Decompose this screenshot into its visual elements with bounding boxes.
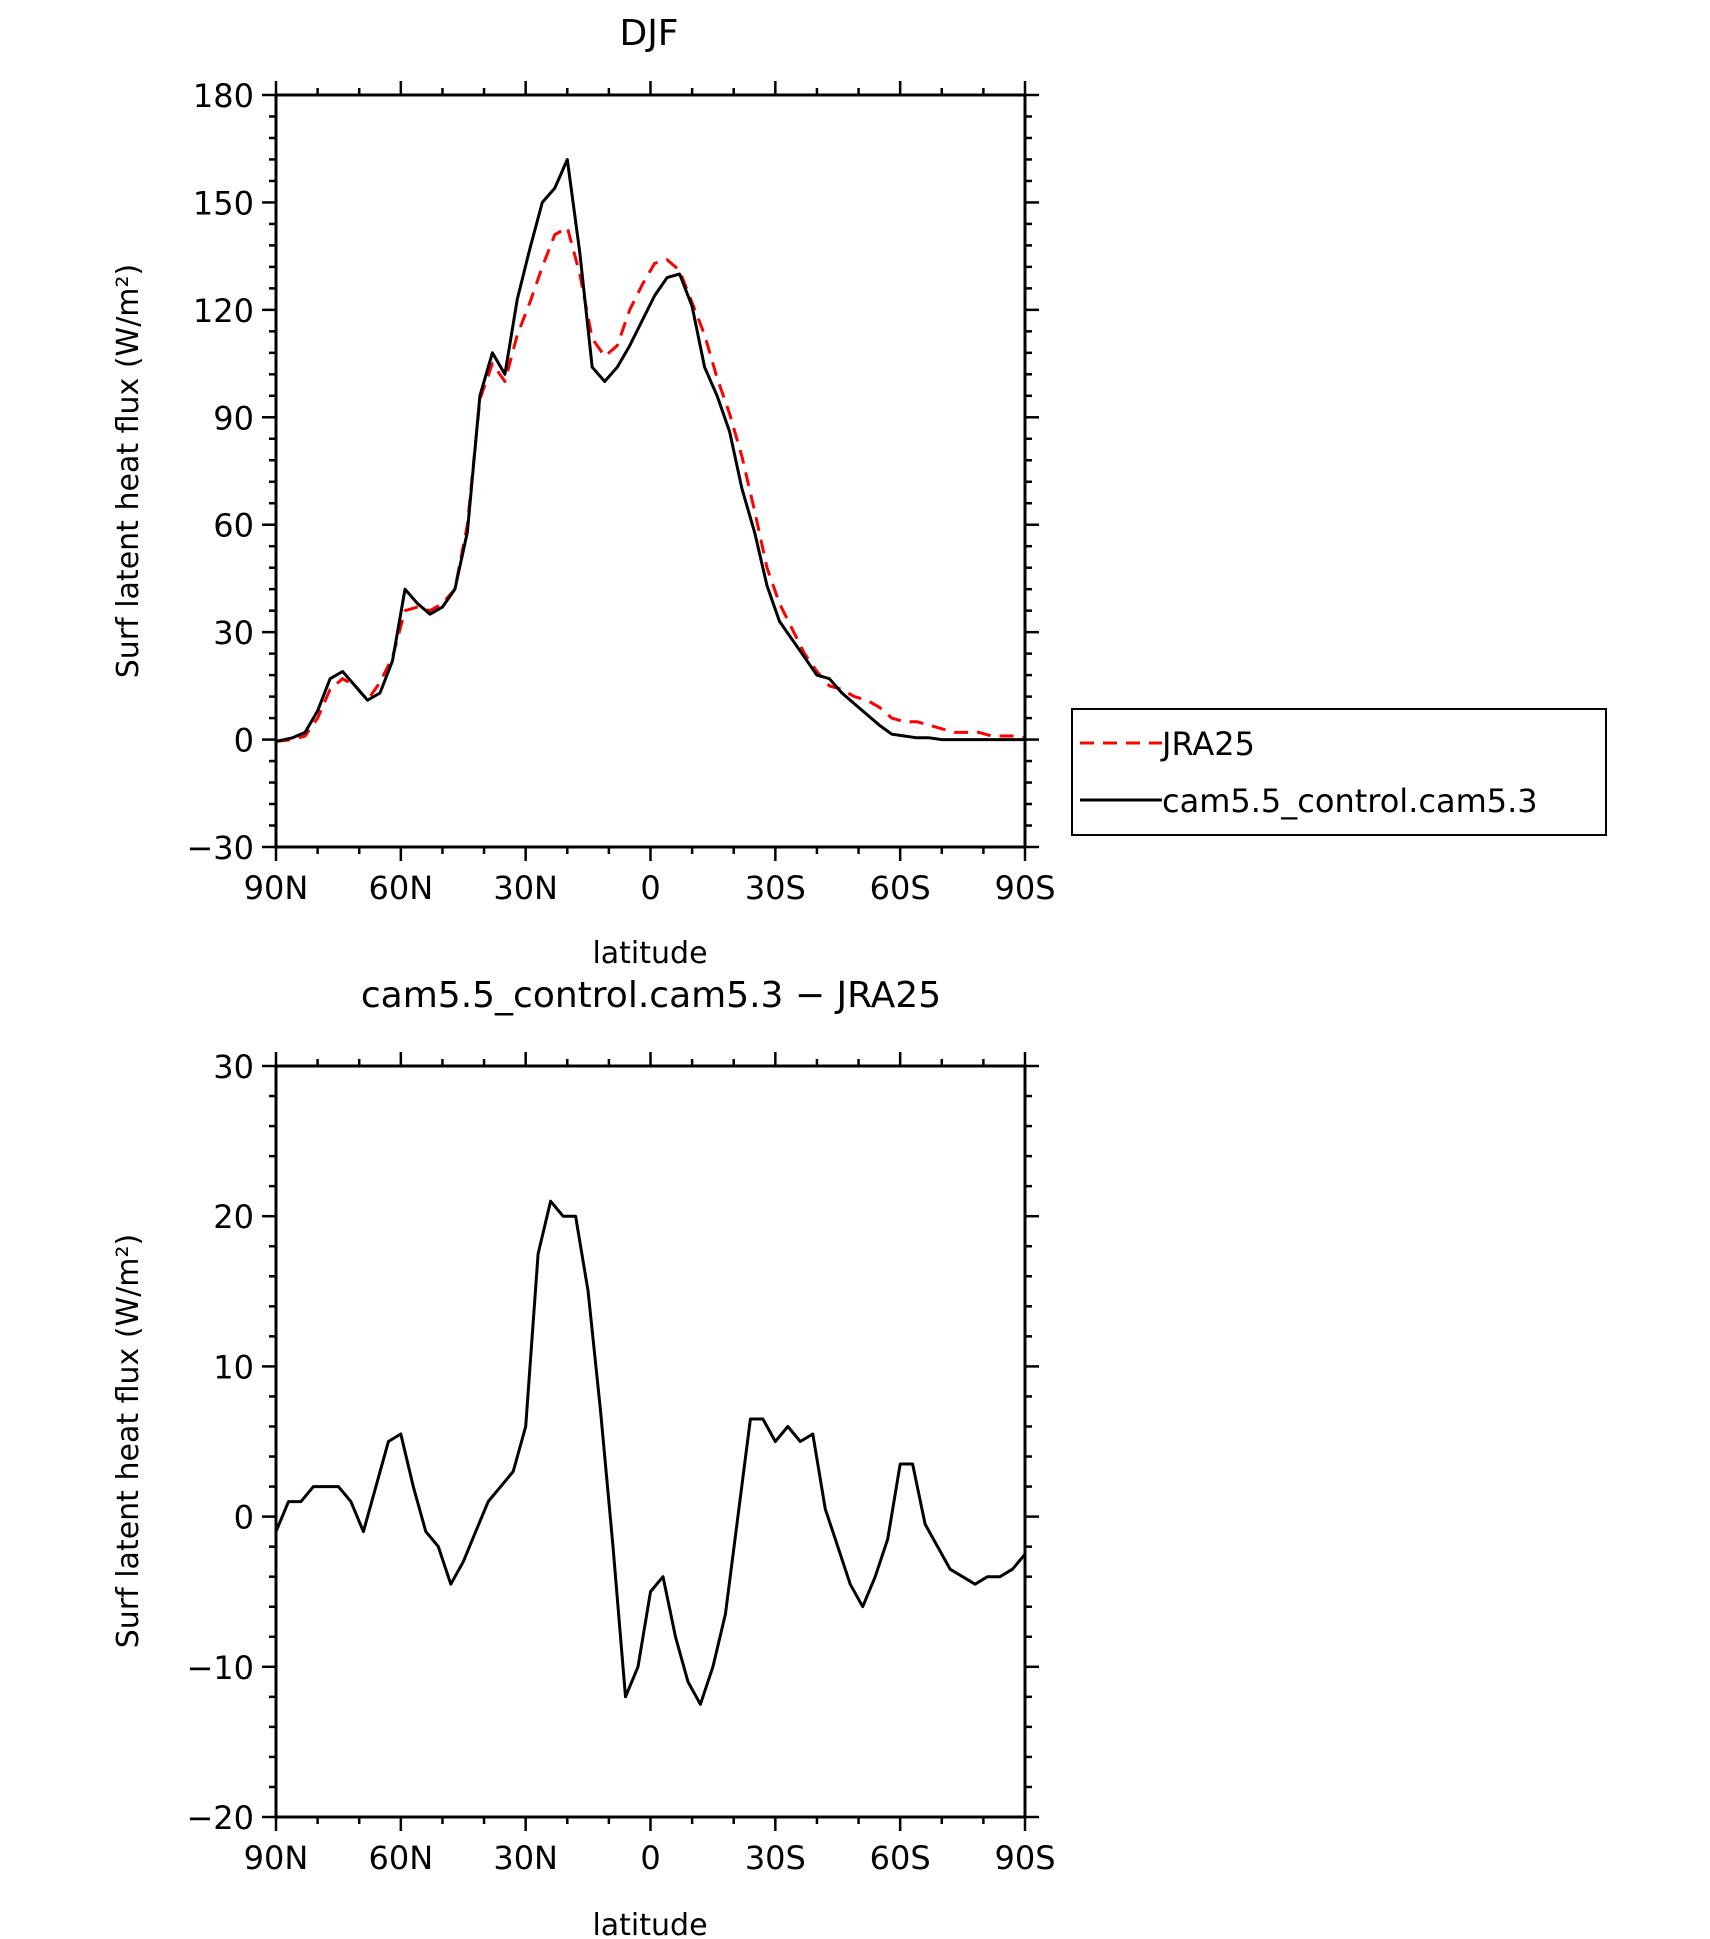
y-ticks: −30 0 30 60 90 120 150 180 xyxy=(186,77,1039,867)
y-tick-label: 0 xyxy=(234,1499,254,1537)
x-tick-label: 90N xyxy=(244,869,309,907)
y-tick-label: −10 xyxy=(186,1649,254,1687)
y-axis-label: Surf latent heat flux (W/m²) xyxy=(111,264,146,679)
x-tick-label: 90S xyxy=(994,869,1055,907)
y-tick-label: 0 xyxy=(234,722,254,760)
plot-frame xyxy=(274,1064,1027,1819)
legend-label-cam: cam5.5_control.cam5.3 xyxy=(1162,782,1538,820)
x-ticks: 90N 60N 30N 0 30S 60S 90S xyxy=(244,1052,1056,1877)
y-tick-label: −20 xyxy=(186,1799,254,1837)
y-tick-label: 60 xyxy=(213,507,254,545)
legend-label-jra25: JRA25 xyxy=(1160,725,1255,763)
plot-frame xyxy=(274,93,1027,849)
x-tick-label: 60S xyxy=(870,869,931,907)
y-tick-label: 120 xyxy=(193,292,254,330)
x-tick-label: 30S xyxy=(745,1839,806,1877)
x-tick-label: 60N xyxy=(369,1839,434,1877)
series-layer xyxy=(275,158,1026,743)
y-tick-label: 150 xyxy=(193,184,254,222)
y-tick-label: 20 xyxy=(213,1198,254,1236)
y-tick-label: 180 xyxy=(193,77,254,115)
x-tick-label: 0 xyxy=(640,1839,660,1877)
legend-box xyxy=(1071,708,1607,836)
legend: JRA25 cam5.5_control.cam5.3 xyxy=(1071,708,1607,836)
x-tick-label: 30S xyxy=(745,869,806,907)
x-tick-label: 60N xyxy=(369,869,434,907)
x-axis-label: latitude xyxy=(592,936,707,971)
x-tick-label: 90N xyxy=(244,1839,309,1877)
x-tick-label: 60S xyxy=(870,1839,931,1877)
y-axis-label: Surf latent heat flux (W/m²) xyxy=(111,1234,146,1649)
y-ticks: −20 −10 0 10 20 30 xyxy=(186,1048,1039,1837)
y-tick-label: 90 xyxy=(213,399,254,437)
x-axis-label: latitude xyxy=(592,1908,707,1939)
series-layer xyxy=(274,1199,1027,1706)
chart-title: DJF xyxy=(619,13,678,54)
y-tick-label: −30 xyxy=(186,829,254,867)
x-tick-label: 0 xyxy=(640,869,660,907)
series-line-cam5-5-control-cam5-3 xyxy=(275,158,1025,743)
x-tick-label: 90S xyxy=(994,1839,1055,1877)
x-tick-label: 30N xyxy=(493,869,558,907)
y-tick-label: 30 xyxy=(213,614,254,652)
x-tick-label: 30N xyxy=(493,1839,558,1877)
series-line-difference xyxy=(274,1199,1027,1706)
y-tick-label: 30 xyxy=(213,1048,254,1086)
chart-panel-difference: cam5.5_control.cam5.3 − JRA25 −20 −10 0 10 2… xyxy=(111,975,1056,1939)
chart-title: cam5.5_control.cam5.3 − JRA25 xyxy=(361,975,941,1016)
series-line-jra25 xyxy=(275,226,1026,743)
y-tick-label: 10 xyxy=(213,1348,254,1386)
x-ticks: 90N 60N 30N 0 30S 60S 90S xyxy=(244,81,1056,907)
chart-panel-djf: DJF −30 0 30 60 90 120 150 180 90N 60N 30N 0 30S 60S… xyxy=(111,13,1607,971)
